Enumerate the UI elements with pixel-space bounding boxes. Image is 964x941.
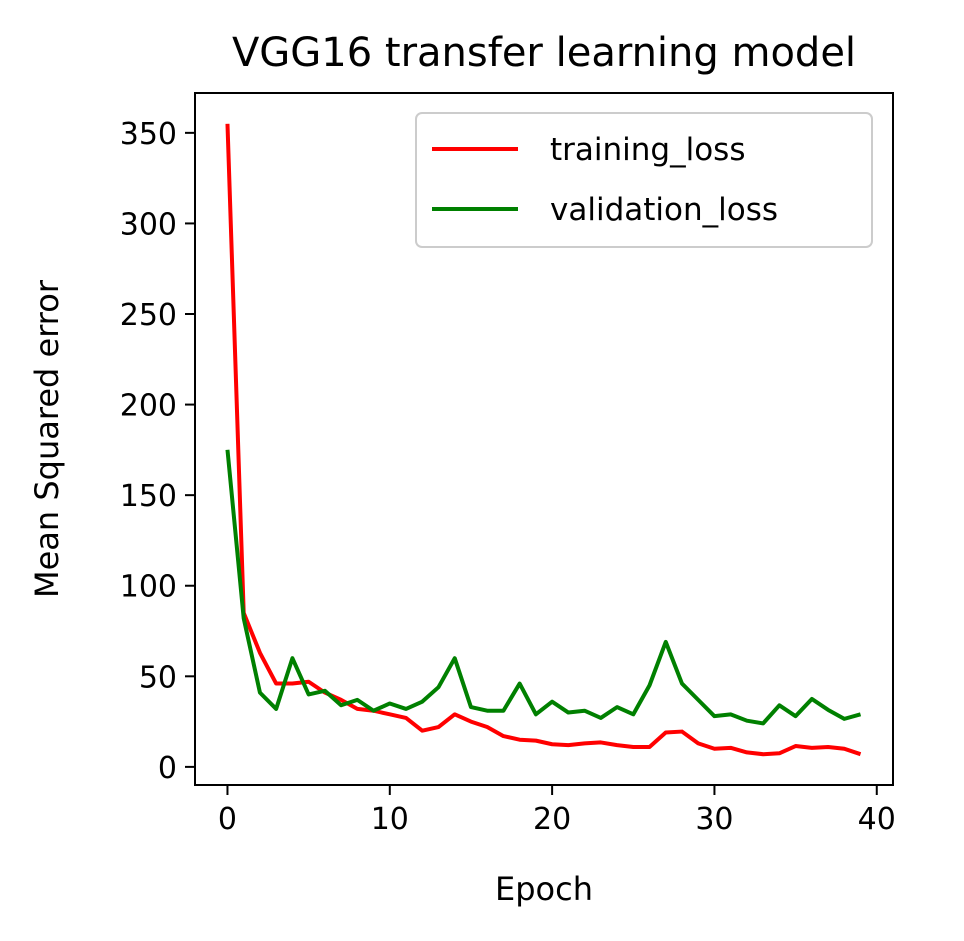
y-tick-label: 50 <box>139 660 177 695</box>
y-axis: 0 50 100 150 200 250 300 350 <box>120 117 195 786</box>
y-tick-label: 200 <box>120 389 177 424</box>
x-tick-label: 30 <box>695 802 733 837</box>
y-tick-label: 300 <box>120 207 177 242</box>
x-axis-label: Epoch <box>495 870 593 908</box>
x-tick-label: 20 <box>533 802 571 837</box>
legend-frame <box>415 112 873 248</box>
x-tick-label: 0 <box>218 802 237 837</box>
chart-title: VGG16 transfer learning model <box>232 30 856 76</box>
legend-label-validation-loss: validation_loss <box>550 192 778 228</box>
legend-label-training-loss: training_loss <box>550 132 745 168</box>
series-layer <box>225 123 862 757</box>
series-line-validation-loss <box>225 449 862 726</box>
x-tick-label: 10 <box>371 802 409 837</box>
y-tick-label: 350 <box>120 117 177 152</box>
y-tick-label: 100 <box>120 570 177 605</box>
x-axis: 0 10 20 30 40 <box>218 785 896 837</box>
y-tick-label: 250 <box>120 298 177 333</box>
plot-frame <box>194 92 894 786</box>
x-tick-label: 40 <box>858 802 896 837</box>
y-axis-label: Mean Squared error <box>28 279 66 598</box>
y-tick-label: 0 <box>158 751 177 786</box>
y-tick-label: 150 <box>120 479 177 514</box>
legend: training_loss validation_loss <box>415 112 873 248</box>
